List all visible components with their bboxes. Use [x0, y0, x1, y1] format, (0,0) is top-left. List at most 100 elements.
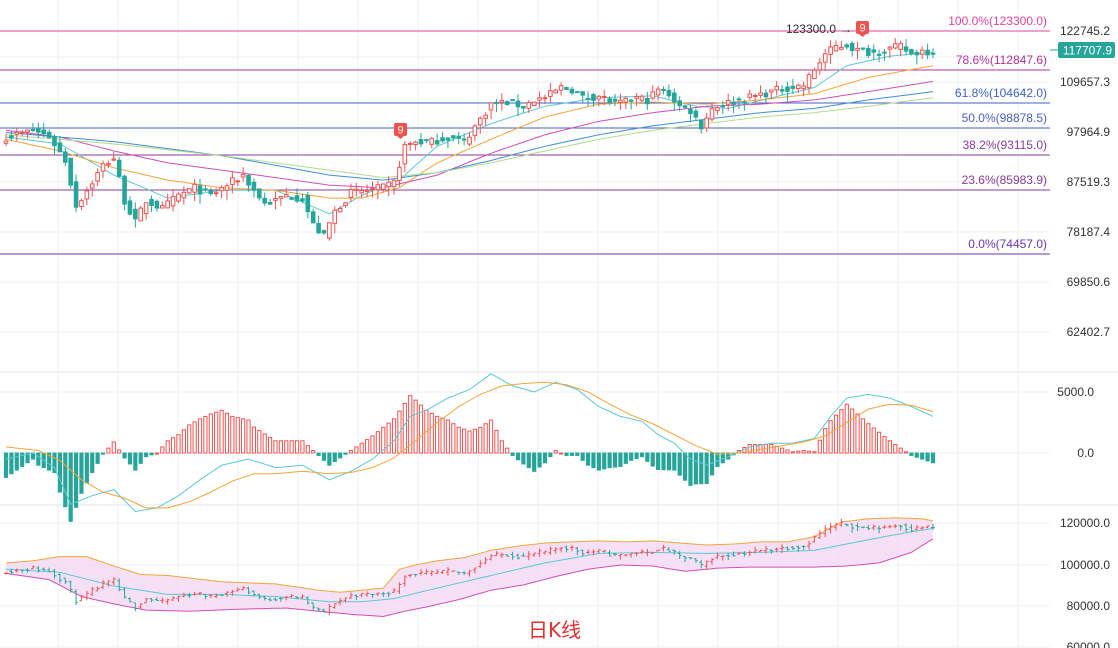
boll-ohlc-bar-132: [715, 552, 720, 559]
candle-body-151: [817, 62, 823, 71]
candle-body-98: [531, 101, 537, 106]
candle-14: [79, 198, 84, 211]
high-price-label: 123300.0: [786, 22, 836, 36]
macd-hist-bar-111: [602, 452, 607, 470]
candle-body-65: [354, 188, 359, 191]
macd-axis-tick-1: 0.0: [1077, 446, 1094, 460]
boll-ohlc-bar-57: [311, 602, 316, 610]
price-candles: [3, 37, 936, 241]
macd-hist-bar-36: [197, 418, 203, 454]
candle-22: [122, 174, 127, 211]
candle-155: [839, 40, 844, 51]
candle-body-30: [165, 200, 170, 209]
candle-body-120: [650, 91, 656, 99]
boll-axis-tick-1: 100000.0: [1060, 558, 1110, 572]
candle-133: [720, 101, 726, 114]
candle-21: [116, 157, 122, 178]
boll-ohlc-bar-116: [629, 552, 634, 558]
boll-ohlc-bar-82: [445, 567, 450, 576]
price-axis-tick-6: 69850.6: [1067, 275, 1111, 289]
macd-hist-bar-44: [241, 418, 246, 454]
boll-ohlc-bar-115: [623, 554, 628, 557]
macd-hist-bar-65: [354, 446, 359, 454]
candle-body-50: [273, 198, 278, 201]
candle-84: [456, 131, 462, 145]
ma-line-1: [5, 65, 934, 199]
candle-body-44: [240, 174, 246, 178]
macd-hist-bar-55: [300, 440, 305, 454]
candle-25: [138, 205, 144, 222]
macd-hist-bar-127: [688, 452, 693, 486]
candle-108: [585, 91, 591, 107]
candle-body-81: [440, 137, 445, 142]
candle-body-21: [116, 159, 122, 177]
candle-11: [62, 147, 68, 167]
candle-102: [553, 88, 559, 94]
macd-hist-bar-169: [914, 452, 919, 458]
high-signal-badge-label: 9: [859, 23, 865, 35]
macd-hist-bar-49: [267, 436, 273, 454]
candle-42: [230, 170, 235, 194]
boll-ohlc-bar-22: [122, 586, 127, 599]
candle-body-66: [359, 190, 365, 194]
macd-hist-bar-132: [715, 452, 720, 467]
candle-body-159: [860, 47, 866, 50]
macd-hist-bar-85: [462, 428, 467, 454]
candle-body-60: [327, 222, 332, 239]
candle-body-80: [434, 140, 440, 145]
macd-hist-bar-162: [877, 431, 882, 454]
candle-body-84: [456, 135, 462, 139]
boll-ohlc-bar-85: [462, 571, 467, 575]
candle-126: [682, 104, 688, 110]
candle-body-105: [569, 88, 575, 94]
macd-hist-bar-31: [170, 437, 176, 454]
macd-hist-bar-19: [106, 447, 111, 454]
candle-body-28: [154, 200, 160, 209]
candle-32: [176, 192, 181, 204]
bollinger-panel: [4, 517, 935, 618]
boll-ohlc-bar-143: [774, 547, 779, 553]
candle-77: [418, 133, 424, 148]
candle-body-62: [337, 207, 343, 213]
candle-body-141: [763, 92, 769, 98]
candle-120: [650, 85, 656, 101]
candle-118: [639, 94, 645, 103]
boll-ohlc-bar-159: [860, 526, 865, 529]
macd-hist-bar-147: [796, 450, 801, 454]
candle-100: [542, 94, 548, 104]
boll-ohlc-bar-126: [683, 555, 688, 562]
boll-ohlc-bar-78: [424, 568, 429, 575]
boll-ohlc-bar-163: [882, 525, 887, 529]
macd-hist-bar-158: [855, 413, 860, 454]
candle-body-147: [795, 84, 801, 89]
candle-144: [779, 85, 785, 96]
candle-body-89: [483, 114, 488, 119]
candle-body-172: [930, 52, 936, 55]
boll-ohlc-bar-74: [402, 574, 407, 587]
last-price-tag: 117707.9: [1050, 42, 1115, 58]
candle-body-169: [914, 51, 920, 56]
boll-ohlc-bar-29: [160, 597, 165, 604]
boll-ohlc-bar-44: [241, 586, 246, 591]
candle-167: [903, 39, 909, 56]
candle-9: [52, 134, 57, 155]
macd-hist-bar-122: [661, 452, 666, 471]
boll-ohlc-bar-23: [127, 597, 132, 603]
boll-ohlc-bar-105: [569, 545, 574, 552]
boll-ohlc-bar-164: [887, 524, 892, 529]
macd-hist-bar-99: [537, 452, 542, 468]
candle-body-126: [682, 105, 688, 108]
candle-body-56: [305, 194, 311, 213]
boll-ohlc-bar-5: [30, 565, 35, 570]
candle-body-46: [251, 181, 257, 191]
candle-body-160: [866, 47, 871, 56]
candle-body-10: [57, 142, 63, 153]
macd-hist-bar-79: [429, 412, 434, 454]
candle-159: [860, 47, 866, 51]
fib-label-6: 0.0%(74457.0): [968, 237, 1047, 251]
candle-138: [747, 89, 753, 100]
candle-24: [133, 202, 138, 228]
boll-ohlc-bar-121: [656, 549, 661, 552]
candle-body-109: [591, 94, 596, 101]
